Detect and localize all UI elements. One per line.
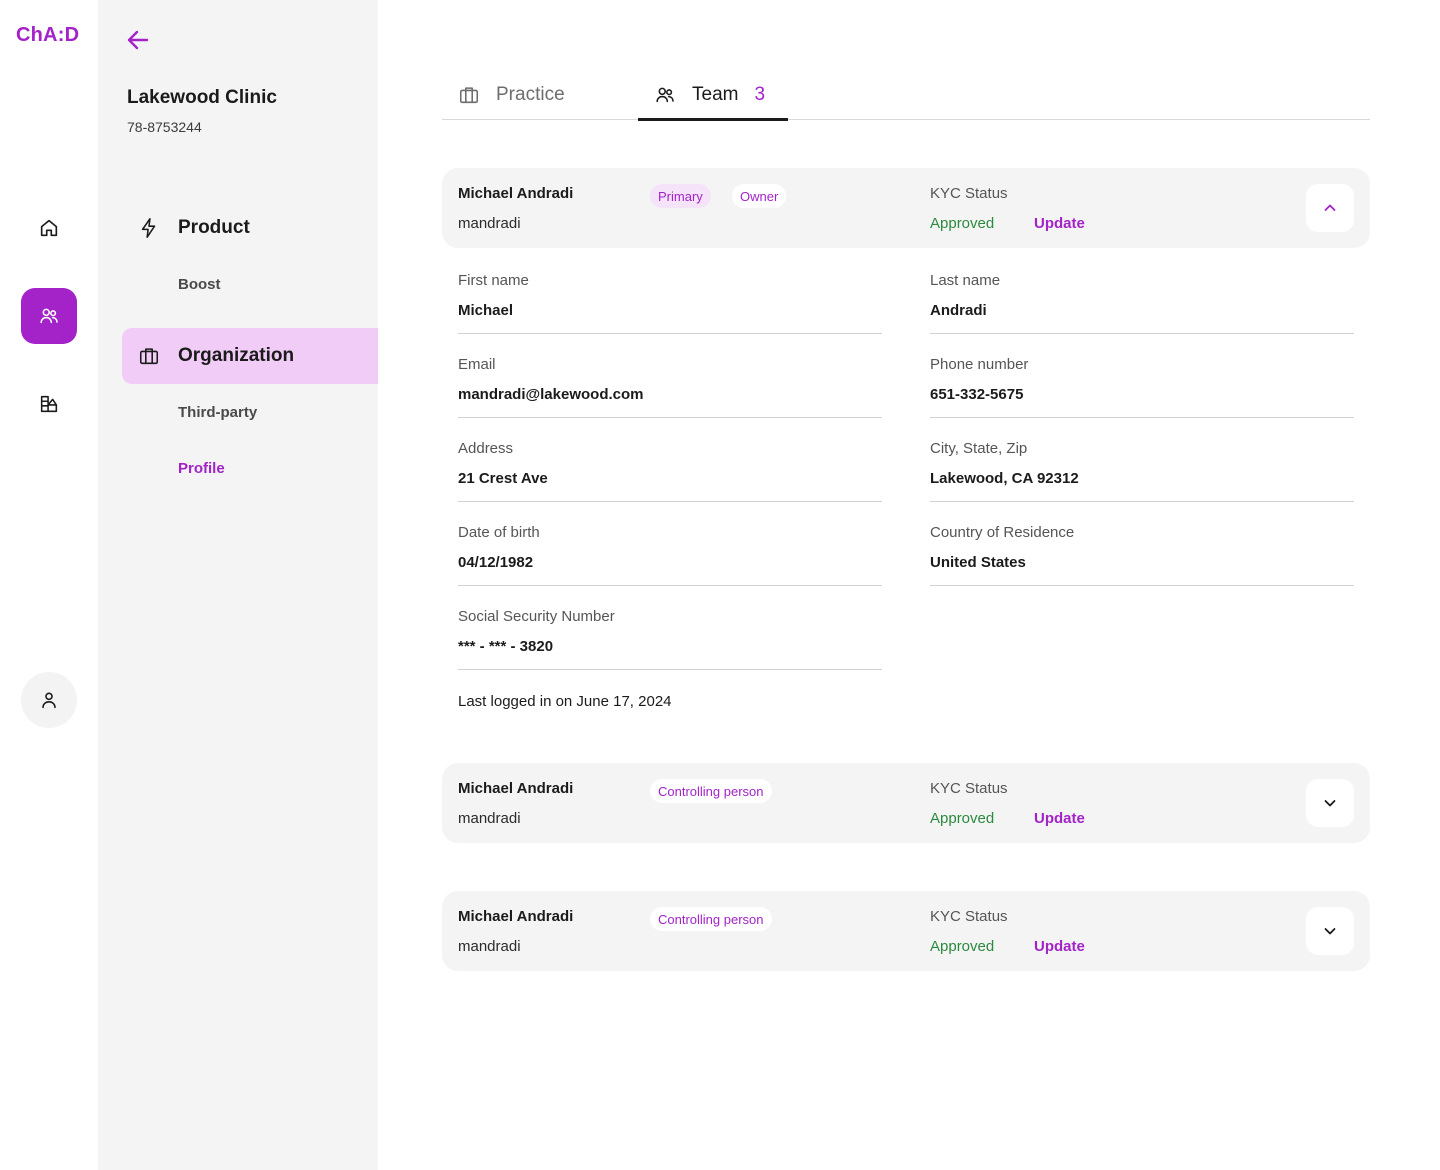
member-username: mandradi: [458, 938, 521, 955]
app-rail: ChA:D: [0, 0, 98, 1170]
member-card: Michael Andradi mandradi Controlling per…: [442, 763, 1370, 843]
kyc-label: KYC Status: [930, 908, 1008, 925]
role-badge: Primary: [650, 184, 711, 208]
member-name: Michael Andradi: [458, 185, 574, 202]
clinic-name: Lakewood Clinic: [127, 87, 277, 108]
rail-home-button[interactable]: [21, 200, 77, 256]
field-label: City, State, Zip: [930, 440, 1028, 457]
sidebar-item-product[interactable]: Product: [122, 200, 378, 256]
field-value: Lakewood, CA 92312: [930, 470, 1079, 487]
back-button[interactable]: [124, 26, 152, 54]
shapes-icon: [40, 395, 58, 413]
field-label: Address: [458, 440, 514, 457]
collapse-button[interactable]: [1306, 184, 1354, 232]
chevron-up-icon: [1324, 204, 1336, 211]
field-label: Email: [458, 356, 496, 373]
field-label: Country of Residence: [930, 524, 1075, 541]
sidebar-item-label: Organization: [178, 345, 295, 366]
lightning-icon: [141, 218, 156, 238]
expand-button[interactable]: [1306, 779, 1354, 827]
sidebar-item-organization[interactable]: Organization: [122, 328, 378, 384]
member-username: mandradi: [458, 810, 521, 827]
field-value: mandradi@lakewood.com: [458, 386, 644, 403]
member-username: mandradi: [458, 215, 521, 232]
users-icon: [40, 308, 58, 324]
city-state-zip-field: City, State, Zip Lakewood, CA 92312: [930, 440, 1354, 502]
field-label: Phone number: [930, 356, 1029, 373]
kyc-update-link[interactable]: Update: [1034, 938, 1085, 955]
field-value: Andradi: [930, 302, 987, 319]
field-value: *** - *** - 3820: [458, 638, 554, 655]
role-badge: Owner: [732, 184, 787, 208]
briefcase-icon: [139, 348, 159, 365]
email-field: Email mandradi@lakewood.com: [458, 356, 882, 418]
sidebar: Lakewood Clinic 78-8753244 Product Boost…: [98, 0, 378, 1170]
kyc-label: KYC Status: [930, 185, 1008, 202]
app-logo[interactable]: ChA:D: [16, 24, 80, 46]
first-name-field: First name Michael: [458, 272, 882, 334]
kyc-update-link[interactable]: Update: [1034, 810, 1085, 827]
rail-shapes-button[interactable]: [21, 376, 77, 432]
arrow-left-icon: [127, 30, 149, 50]
sidebar-item-label: Product: [178, 217, 250, 238]
sidebar-subitem-boost[interactable]: Boost: [178, 276, 221, 293]
tab-bar: Practice Team 3: [442, 70, 1370, 121]
kyc-update-link[interactable]: Update: [1034, 215, 1085, 232]
kyc-status: Approved: [930, 810, 995, 827]
member-name: Michael Andradi: [458, 908, 574, 925]
role-badge: Controlling person: [650, 779, 772, 803]
last-login-text: Last logged in on June 17, 2024: [458, 693, 672, 710]
field-value: 21 Crest Ave: [458, 470, 548, 487]
ssn-field: Social Security Number *** - *** - 3820: [458, 608, 882, 670]
field-value: Michael: [458, 302, 514, 319]
tab-team[interactable]: Team 3: [638, 70, 788, 121]
date-of-birth-field: Date of birth 04/12/1982: [458, 524, 882, 586]
expand-button[interactable]: [1306, 907, 1354, 955]
country-field: Country of Residence United States: [930, 524, 1354, 586]
member-card: Michael Andradi mandradi Controlling per…: [442, 891, 1370, 971]
kyc-status: Approved: [930, 938, 995, 955]
field-value: 651-332-5675: [930, 386, 1024, 403]
chevron-down-icon: [1324, 928, 1336, 935]
rail-profile-button[interactable]: [21, 672, 77, 728]
member-card: Michael Andradi mandradi Primary Owner K…: [442, 168, 1370, 248]
chevron-down-icon: [1324, 800, 1336, 807]
sidebar-subitem-third-party[interactable]: Third-party: [178, 404, 258, 421]
tab-label: Practice: [496, 84, 565, 105]
tab-count: 3: [754, 84, 766, 105]
briefcase-icon: [459, 87, 479, 104]
users-icon: [656, 87, 674, 103]
sidebar-subitem-profile[interactable]: Profile: [178, 460, 225, 477]
clinic-id: 78-8753244: [127, 119, 202, 135]
field-value: United States: [930, 554, 1026, 571]
tab-label: Team: [692, 84, 739, 105]
tab-practice[interactable]: Practice: [458, 70, 565, 120]
kyc-label: KYC Status: [930, 780, 1008, 797]
home-icon: [40, 219, 58, 237]
last-name-field: Last name Andradi: [930, 272, 1354, 334]
role-badge: Controlling person: [650, 907, 772, 931]
member-name: Michael Andradi: [458, 780, 574, 797]
field-label: Social Security Number: [458, 608, 615, 625]
field-value: 04/12/1982: [458, 554, 534, 571]
field-label: Date of birth: [458, 524, 540, 541]
field-label: Last name: [930, 272, 1001, 289]
address-field: Address 21 Crest Ave: [458, 440, 882, 502]
rail-users-button[interactable]: [21, 288, 77, 344]
kyc-status: Approved: [930, 215, 995, 232]
phone-field: Phone number 651-332-5675: [930, 356, 1354, 418]
field-label: First name: [458, 272, 529, 289]
user-icon: [42, 692, 56, 709]
